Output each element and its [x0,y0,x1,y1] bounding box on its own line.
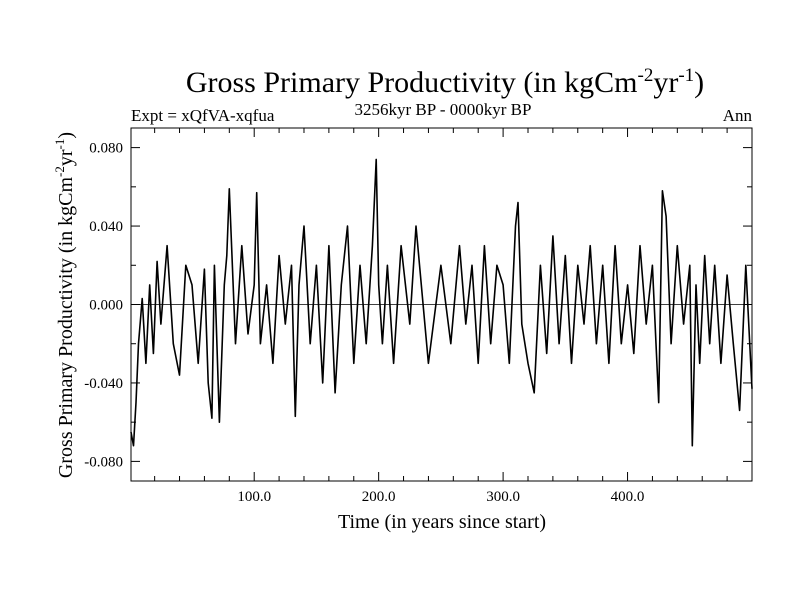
axis-ticks: 100.0 200.0 300.0 400.0 -0.080 -0.040 0.000 0.0… [84,128,752,505]
y-tick-label: -0.080 [84,454,123,470]
season-label: Ann [723,106,753,125]
x-tick-label: 200.0 [362,489,396,505]
x-tick-label: 300.0 [486,489,520,505]
period-label: 3256kyr BP - 0000kyr BP [355,100,532,119]
y-tick-label: 0.080 [89,141,123,157]
chart-title: Gross Primary Productivity (in kgCm-2yr-… [186,65,704,99]
x-axis-label: Time (in years since start) [338,511,546,533]
y-tick-label: 0.000 [89,298,123,314]
experiment-label: Expt = xQfVA-xqfua [131,106,275,125]
y-tick-label: -0.040 [84,376,123,392]
y-tick-label: 0.040 [89,219,123,235]
y-axis-label: Gross Primary Productivity (in kgCm-2yr-… [52,132,77,478]
x-tick-label: 400.0 [611,489,645,505]
x-tick-label: 100.0 [237,489,271,505]
gpp-series-line [130,158,753,447]
